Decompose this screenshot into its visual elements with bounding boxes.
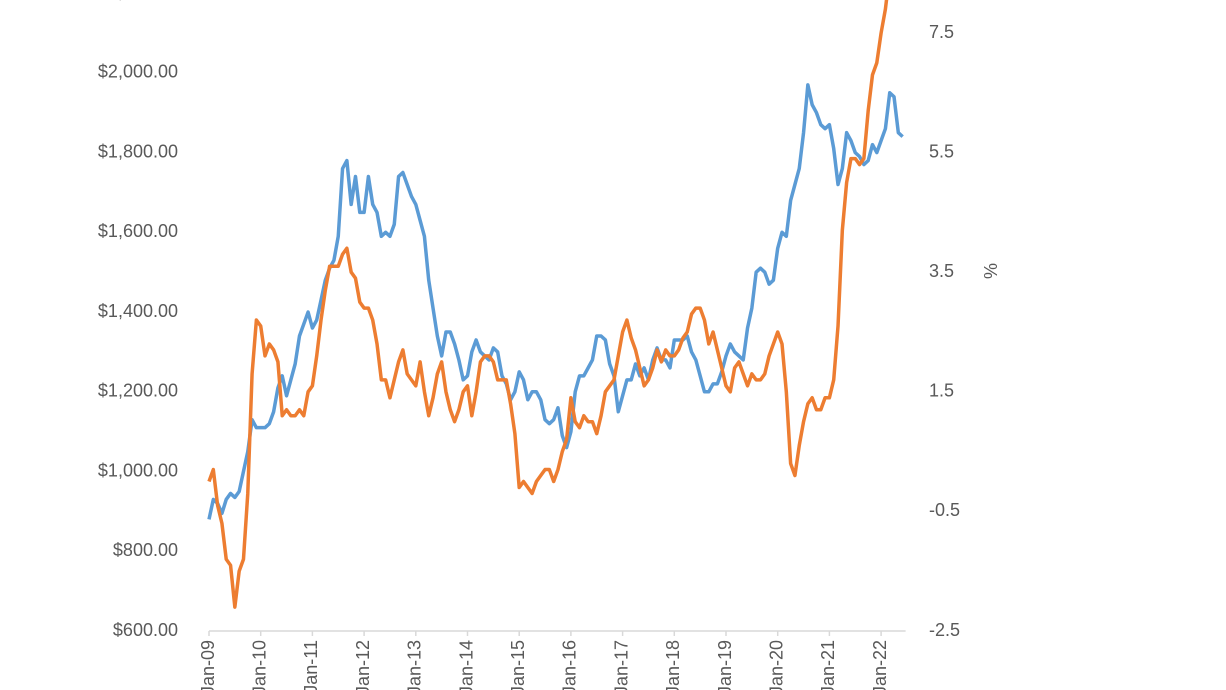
y-tick-label: $600.00: [113, 620, 178, 640]
x-tick-label: Jan-15: [508, 640, 528, 690]
x-tick-label: Jan-13: [405, 640, 425, 690]
x-tick-label: Jan-10: [249, 640, 269, 690]
y-tick-label: $2,200.00: [98, 0, 178, 2]
y2-tick-label: 1.5: [929, 381, 954, 401]
y-tick-label: $1,600.00: [98, 221, 178, 241]
x-tick-label: Jan-16: [560, 640, 580, 690]
x-tick-label: Jan-11: [301, 640, 321, 690]
y-tick-label: $2,000.00: [98, 62, 178, 82]
y2-tick-label: 5.5: [929, 141, 954, 161]
x-tick-label: Jan-17: [611, 640, 631, 690]
y2-axis-label: %: [981, 263, 1001, 279]
y-tick-label: $1,800.00: [98, 141, 178, 161]
x-tick-label: Jan-18: [663, 640, 683, 690]
y-tick-label: $800.00: [113, 540, 178, 560]
x-tick-label: Jan-12: [353, 640, 373, 690]
x-tick-label: Jan-21: [818, 640, 838, 690]
x-tick-label: Jan-20: [766, 640, 786, 690]
y2-tick-label: 7.5: [929, 22, 954, 42]
data-line: [207, 0, 889, 609]
y-tick-label: $1,400.00: [98, 301, 178, 321]
x-tick-label: Jan-14: [456, 640, 476, 690]
y2-tick-label: -0.5: [929, 500, 960, 520]
y2-tick-label: -2.5: [929, 620, 960, 640]
data-line: [207, 83, 904, 520]
x-tick-label: Jan-09: [198, 640, 218, 690]
x-tick-label: Jan-19: [715, 640, 735, 690]
y-tick-label: $1,200.00: [98, 381, 178, 401]
y2-tick-label: 3.5: [929, 261, 954, 281]
x-tick-label: Jan-22: [870, 640, 890, 690]
y-tick-label: $1,000.00: [98, 460, 178, 480]
